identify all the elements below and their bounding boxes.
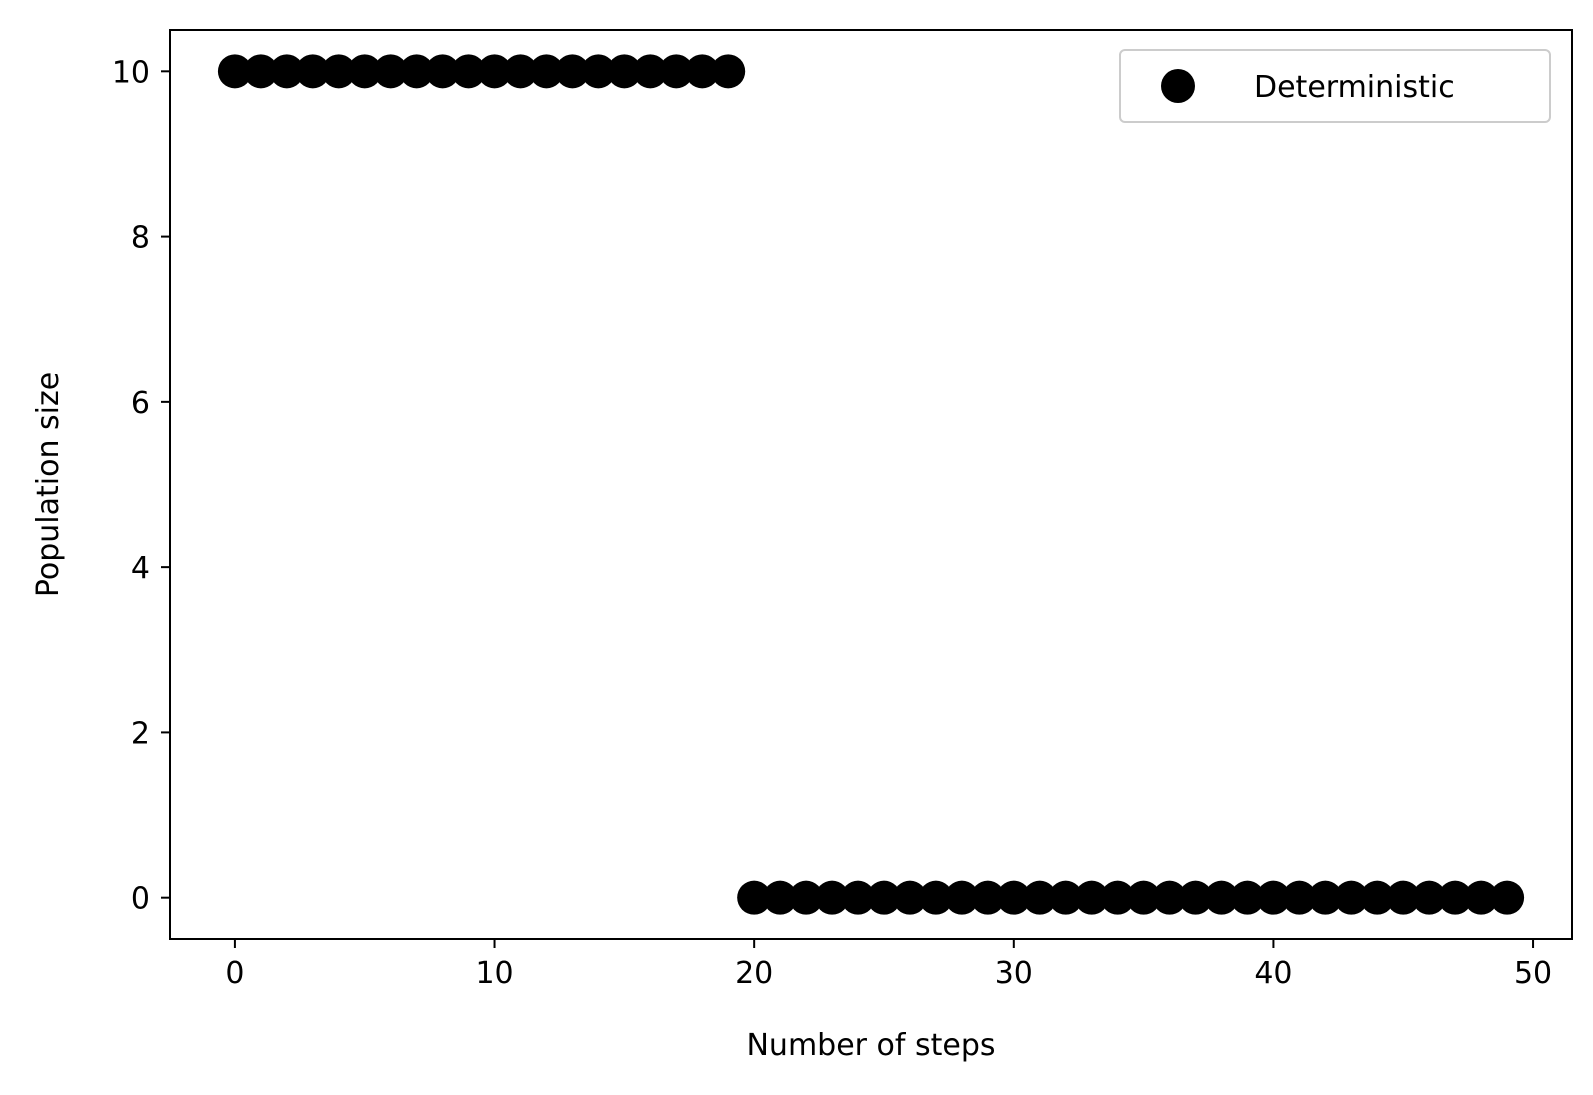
legend-box <box>1119 49 1551 123</box>
data-point <box>1022 880 1057 915</box>
x-tick-label: 20 <box>735 956 773 991</box>
data-point <box>892 880 927 915</box>
data-point <box>1074 880 1109 915</box>
data-point <box>425 54 460 89</box>
data-point <box>737 880 772 915</box>
data-point <box>295 54 330 89</box>
data-point <box>477 54 512 89</box>
x-tick-label: 50 <box>1514 956 1552 991</box>
data-point <box>944 880 979 915</box>
data-point <box>1126 880 1161 915</box>
data-point <box>866 880 901 915</box>
data-point <box>1334 880 1369 915</box>
data-point <box>269 54 304 89</box>
data-point <box>555 54 590 89</box>
data-point <box>581 54 616 89</box>
data-point <box>970 880 1005 915</box>
plot-frame <box>169 29 1573 940</box>
data-point <box>1256 880 1291 915</box>
data-point <box>1490 880 1525 915</box>
data-point <box>217 54 252 89</box>
data-point <box>1152 880 1187 915</box>
data-point <box>399 54 434 89</box>
data-point <box>1282 880 1317 915</box>
data-point <box>1100 880 1135 915</box>
data-point <box>1438 880 1473 915</box>
legend-marker-deterministic <box>1161 69 1195 103</box>
data-point <box>607 54 642 89</box>
x-axis-label: Number of steps <box>746 1028 995 1063</box>
y-tick-label: 2 <box>131 716 150 751</box>
data-point <box>529 54 564 89</box>
x-tick-label: 40 <box>1254 956 1292 991</box>
y-tick-label: 0 <box>131 882 150 917</box>
data-point <box>347 54 382 89</box>
data-point <box>841 880 876 915</box>
data-point <box>659 54 694 89</box>
y-tick-label: 4 <box>131 551 150 586</box>
data-point <box>1360 880 1395 915</box>
y-tick-label: 8 <box>131 221 150 256</box>
ticks-layer: 0 10 20 30 40 50 0 2 4 6 8 10 <box>112 55 1552 991</box>
data-point <box>1412 880 1447 915</box>
data-point <box>1178 880 1213 915</box>
data-point <box>503 54 538 89</box>
y-axis-label: Population size <box>31 372 66 597</box>
data-point <box>918 880 953 915</box>
data-point <box>815 880 850 915</box>
data-point <box>711 54 746 89</box>
points-layer <box>217 54 1525 915</box>
data-point <box>1386 880 1421 915</box>
legend: Deterministic <box>1119 49 1551 123</box>
y-tick-label: 10 <box>112 55 150 90</box>
data-point <box>1230 880 1265 915</box>
x-tick-label: 10 <box>475 956 513 991</box>
data-point <box>243 54 278 89</box>
data-point <box>789 880 824 915</box>
data-point <box>685 54 720 89</box>
data-point <box>996 880 1031 915</box>
data-point <box>633 54 668 89</box>
data-point <box>1308 880 1343 915</box>
data-point <box>373 54 408 89</box>
y-tick-label: 6 <box>131 386 150 421</box>
x-tick-label: 30 <box>995 956 1033 991</box>
data-point <box>1048 880 1083 915</box>
data-point <box>1464 880 1499 915</box>
x-tick-label: 0 <box>225 956 244 991</box>
data-point <box>763 880 798 915</box>
data-point <box>321 54 356 89</box>
data-point <box>451 54 486 89</box>
data-point <box>1204 880 1239 915</box>
legend-label-deterministic: Deterministic <box>1254 70 1455 105</box>
